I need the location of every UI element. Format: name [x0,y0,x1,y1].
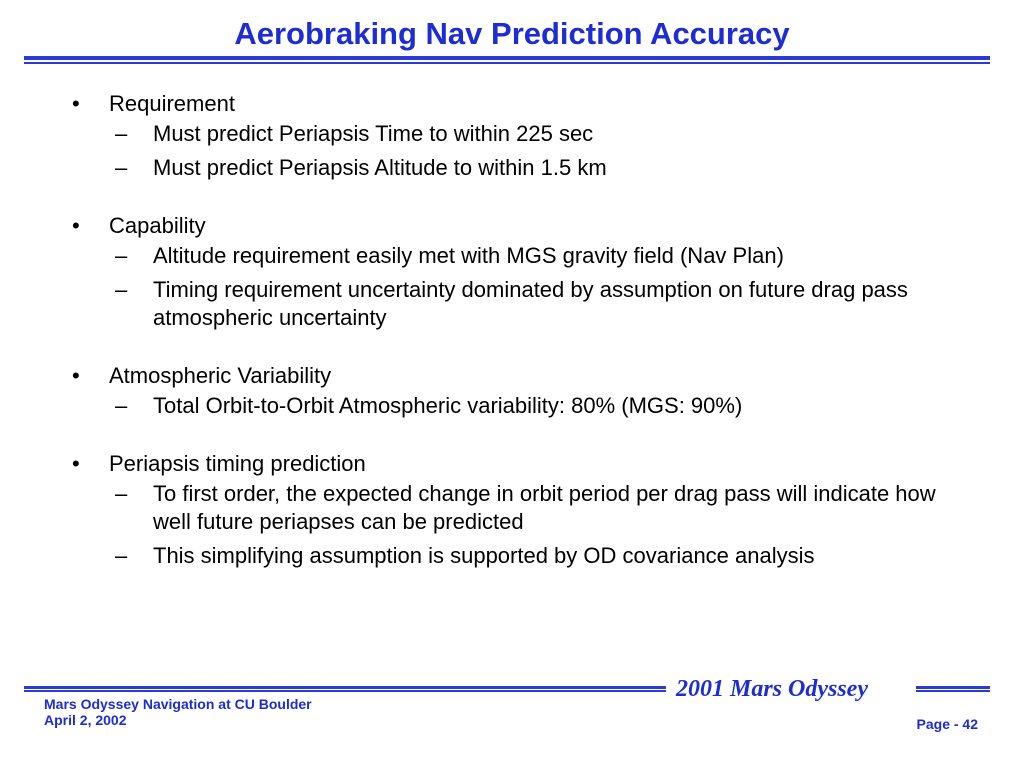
dash-icon: – [115,543,128,568]
bullet-heading: • Periapsis timing prediction [72,448,972,480]
slide-title: Aerobraking Nav Prediction Accuracy [234,16,790,51]
bullet-icon: • [72,213,80,238]
sub-bullet: – Altitude requirement easily met with M… [72,242,972,270]
footer-info: Mars Odyssey Navigation at CU Boulder Ap… [44,696,312,728]
dash-icon: – [115,155,128,180]
brand-mark: 2001 Mars Odyssey [676,676,868,702]
bullet-icon: • [72,451,80,476]
dash-icon: – [115,243,128,268]
sub-bullet: – Must predict Periapsis Altitude to wit… [72,154,972,182]
sub-bullet-text: Must predict Periapsis Altitude to withi… [153,155,607,180]
bullet-icon: • [72,363,80,388]
title-underline [24,56,990,64]
sub-bullet-list: – To first order, the expected change in… [72,480,972,570]
section-atmospheric-variability: • Atmospheric Variability – Total Orbit-… [72,360,972,420]
bullet-heading-text: Periapsis timing prediction [109,451,366,476]
bullet-heading-text: Requirement [109,91,235,116]
sub-bullet-list: – Total Orbit-to-Orbit Atmospheric varia… [72,392,972,420]
sub-bullet-text: Altitude requirement easily met with MGS… [153,243,784,268]
bullet-heading-text: Capability [109,213,206,238]
footer-rule-left-thin [24,690,666,692]
title-underline-thick [24,56,990,60]
sub-bullet-text: This simplifying assumption is supported… [153,543,815,568]
sub-bullet-list: – Altitude requirement easily met with M… [72,242,972,332]
footer-rule-right-thin [916,690,990,692]
bullet-heading-text: Atmospheric Variability [109,363,332,388]
bullet-heading: • Atmospheric Variability [72,360,972,392]
dash-icon: – [115,277,128,302]
bullet-icon: • [72,91,80,116]
sub-bullet-text: To first order, the expected change in o… [153,481,936,534]
sub-bullet: – Timing requirement uncertainty dominat… [72,276,972,332]
footer-rule-right-thick [916,686,990,689]
bullet-heading: • Requirement [72,88,972,120]
dash-icon: – [115,121,128,146]
sub-bullet: – Must predict Periapsis Time to within … [72,120,972,148]
section-capability: • Capability – Altitude requirement easi… [72,210,972,332]
sub-bullet: – This simplifying assumption is support… [72,542,972,570]
sub-bullet-text: Timing requirement uncertainty dominated… [153,277,908,330]
sub-bullet: – To first order, the expected change in… [72,480,972,536]
title-underline-thin [24,62,990,64]
sub-bullet: – Total Orbit-to-Orbit Atmospheric varia… [72,392,972,420]
slide-body: • Requirement – Must predict Periapsis T… [72,88,972,598]
section-periapsis-timing: • Periapsis timing prediction – To first… [72,448,972,570]
footer-rule-right [916,686,990,692]
footer-date: April 2, 2002 [44,712,127,728]
footer-rule-left [24,686,666,692]
section-requirement: • Requirement – Must predict Periapsis T… [72,88,972,182]
sub-bullet-list: – Must predict Periapsis Time to within … [72,120,972,182]
dash-icon: – [115,393,128,418]
page-number: Page - 42 [916,716,978,732]
bullet-heading: • Capability [72,210,972,242]
footer-rule-left-thick [24,686,666,689]
sub-bullet-text: Total Orbit-to-Orbit Atmospheric variabi… [153,393,743,418]
footer-organization: Mars Odyssey Navigation at CU Boulder [44,696,312,712]
sub-bullet-text: Must predict Periapsis Time to within 22… [153,121,594,146]
dash-icon: – [115,481,128,506]
